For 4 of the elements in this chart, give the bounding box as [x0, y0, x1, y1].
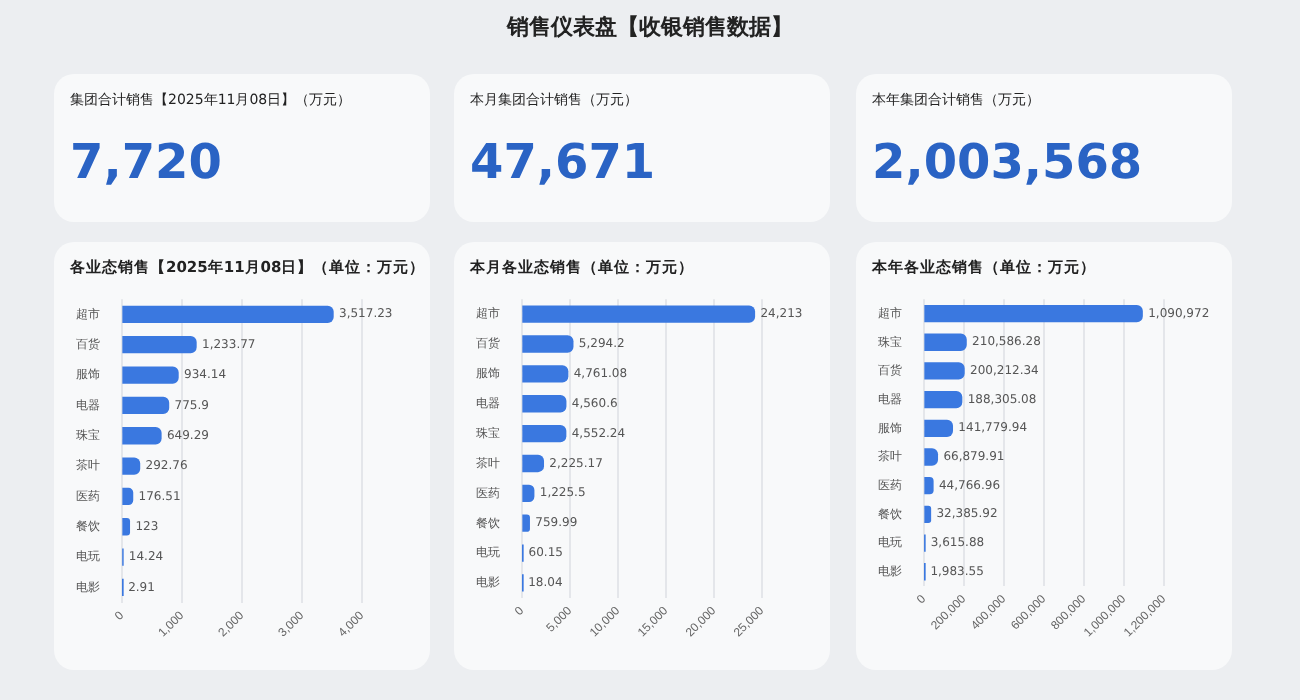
text: 47,671	[470, 134, 658, 190]
text: 7,720	[70, 134, 224, 190]
text: 2,003,568	[872, 134, 1145, 190]
text: 销售仪表盘【收银销售数据】	[504, 12, 795, 42]
